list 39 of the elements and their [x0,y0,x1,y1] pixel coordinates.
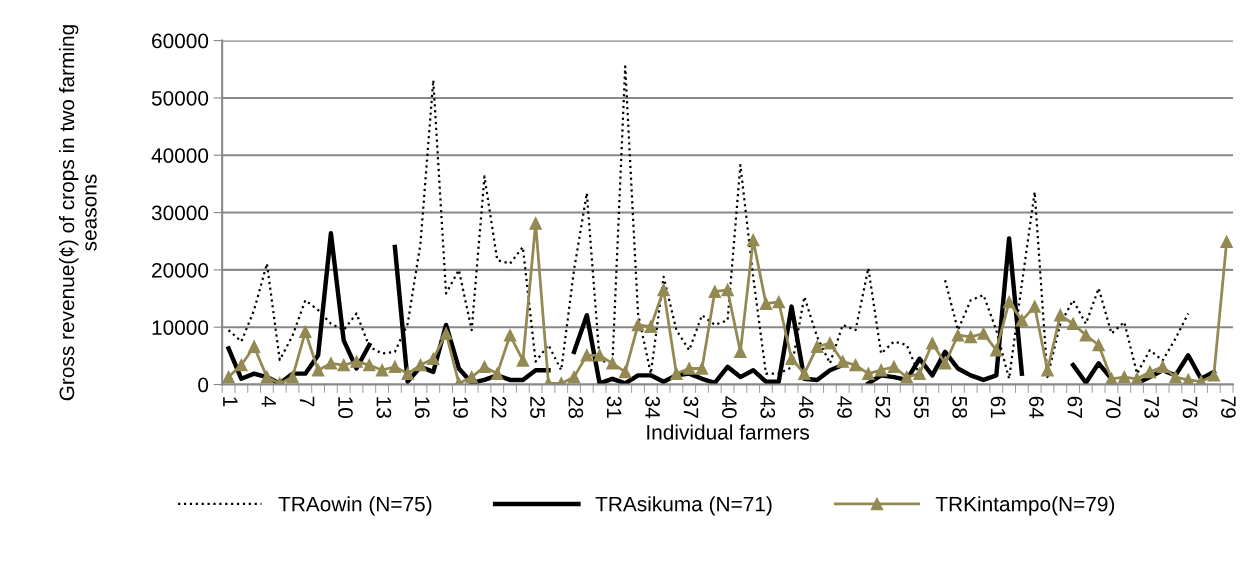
x-tick-label: 25 [530,396,545,418]
x-tick-label: 76 [1182,396,1198,418]
y-tick-label: 0 [198,377,209,393]
y-tick-label: 60000 [152,33,209,49]
x-tick-label: 52 [875,396,891,418]
legend-label: TRKintampo(N=79) [935,496,1115,516]
x-tick-label: 61 [990,396,1006,418]
x-tick-label: 73 [1144,396,1160,418]
x-axis-title: Individual farmers [647,424,810,440]
x-tick-label: 16 [414,397,430,418]
x-tick-label: 22 [491,396,507,418]
x-tick-label: 1 [223,397,238,407]
x-tick-label: 55 [913,396,929,418]
x-tick-label: 13 [376,397,392,418]
x-tick-label: 70 [1105,396,1121,419]
y-tick-label: 50000 [151,90,209,106]
y-tick-label: 20000 [152,262,209,278]
x-tick-label: 34 [645,396,660,419]
x-tick-label: 58 [952,396,968,418]
x-tick-label: 79 [1221,396,1236,418]
x-tick-label: 67 [1067,396,1083,418]
x-tick-label: 31 [606,396,622,418]
x-tick-label: 19 [453,397,469,418]
x-tick-label: 43 [760,396,776,418]
x-tick-label: 40 [721,396,737,419]
legend-label: TRAowin (N=75) [278,496,432,516]
x-tick-label: 49 [837,396,852,418]
x-tick-label: 64 [1029,396,1044,419]
x-tick-label: 7 [299,396,315,407]
x-tick-label: 28 [568,396,584,418]
x-tick-label: 10 [338,397,353,419]
x-tick-label: 4 [261,396,276,407]
y-tick-label: 40000 [151,148,209,163]
y-axis-title: Gross revenue(¢) of crops in two farming seasons [58,25,97,401]
x-tick-label: 37 [683,396,699,418]
y-tick-label: 10000 [152,320,209,335]
y-tick-label: 30000 [151,205,209,221]
x-tick-label: 46 [798,396,814,418]
legend-label: TRAsikuma (N=71) [595,496,772,516]
